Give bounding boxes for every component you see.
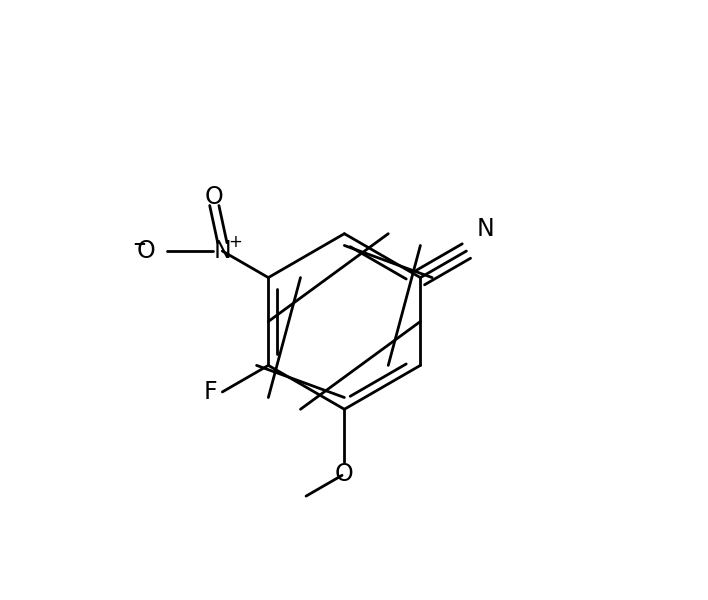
- Text: N: N: [476, 217, 494, 241]
- Text: O: O: [205, 185, 224, 209]
- Text: +: +: [229, 233, 242, 251]
- Text: O: O: [137, 239, 155, 263]
- Text: N: N: [214, 239, 232, 263]
- Text: O: O: [335, 463, 354, 487]
- Text: F: F: [203, 380, 217, 404]
- Text: −: −: [132, 234, 146, 252]
